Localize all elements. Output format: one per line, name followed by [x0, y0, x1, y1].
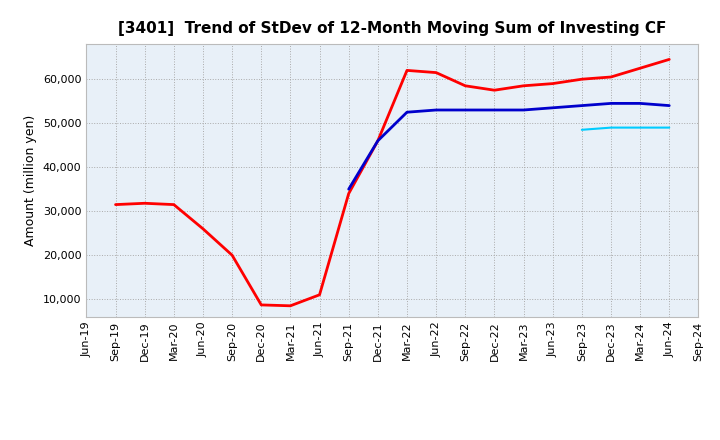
- Y-axis label: Amount (million yen): Amount (million yen): [24, 115, 37, 246]
- Title: [3401]  Trend of StDev of 12-Month Moving Sum of Investing CF: [3401] Trend of StDev of 12-Month Moving…: [118, 21, 667, 36]
